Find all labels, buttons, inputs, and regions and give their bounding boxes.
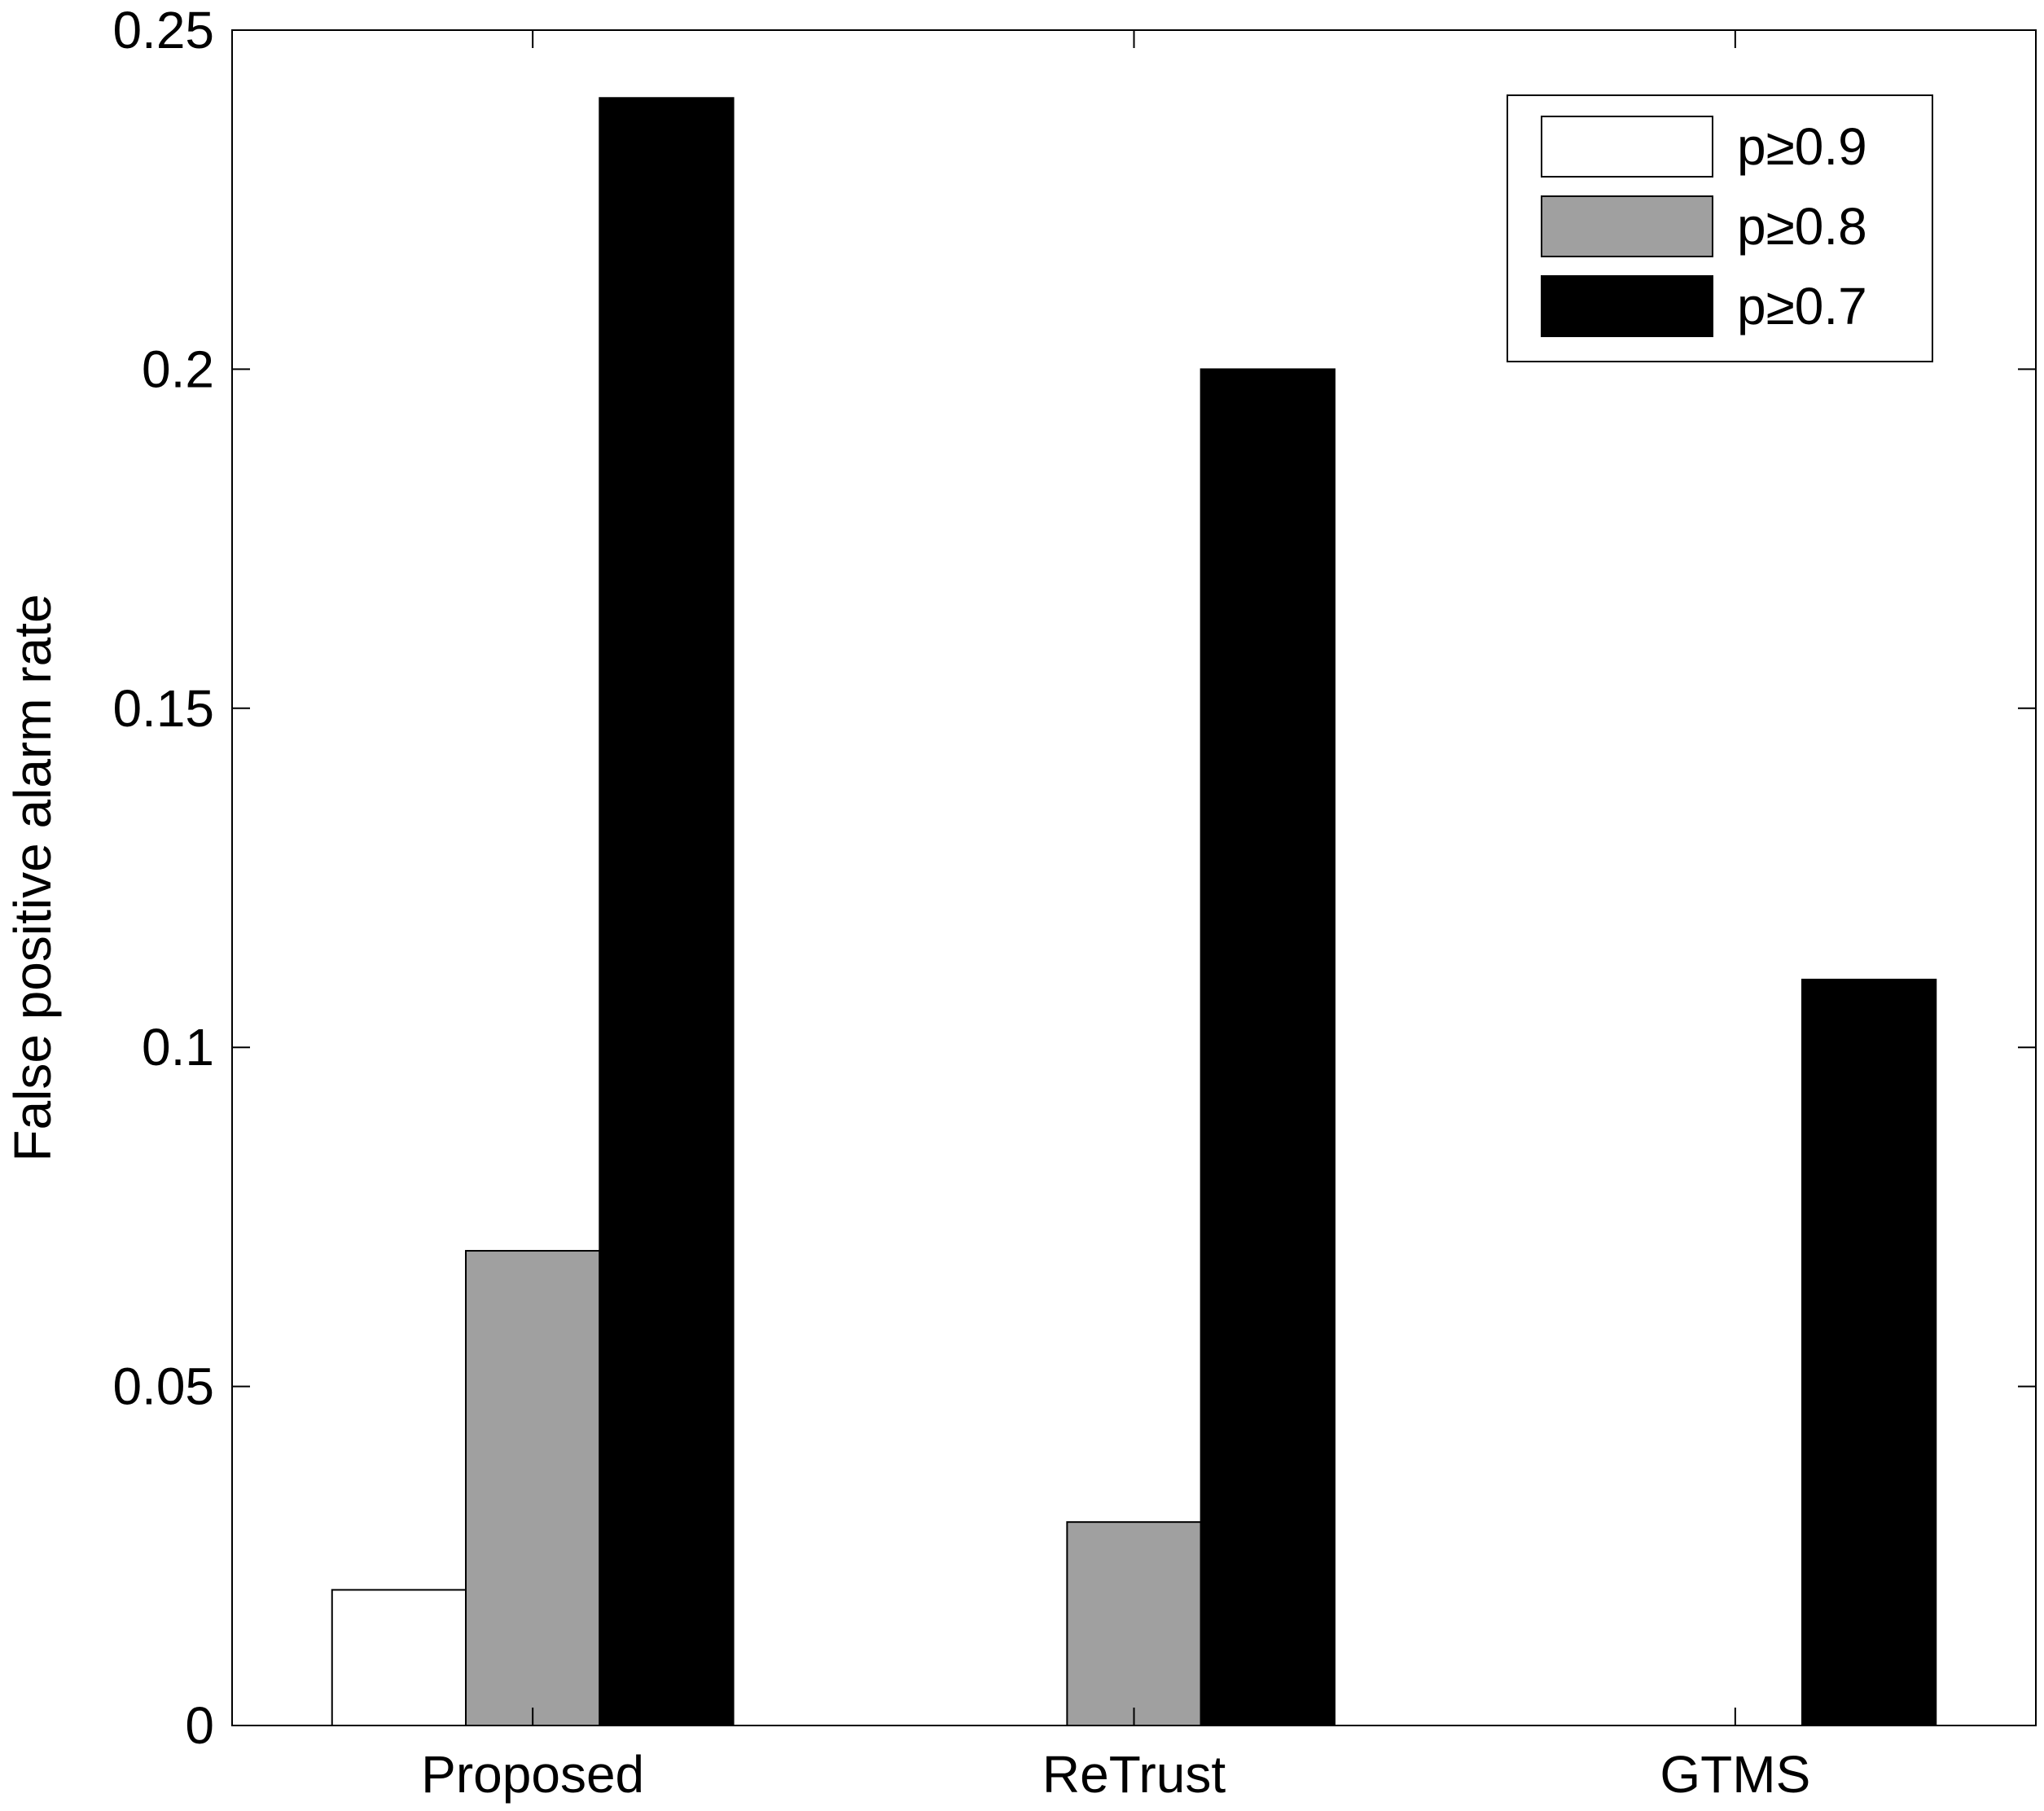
x-ticks-group: Proposed ReTrust GTMS	[421, 30, 1810, 1804]
y-tick-label: 0.05	[112, 1357, 214, 1416]
x-tick-label-proposed: Proposed	[421, 1745, 644, 1804]
x-tick-label-retrust: ReTrust	[1042, 1745, 1226, 1804]
legend: p≥0.9 p≥0.8 p≥0.7	[1507, 94, 1933, 362]
bar-proposed-series-3	[599, 97, 735, 1726]
legend-swatch-1	[1541, 116, 1713, 178]
y-tick-label: 0.1	[142, 1018, 214, 1077]
x-tick-label-gtms: GTMS	[1660, 1745, 1810, 1804]
bar-retrust-series-3	[1200, 368, 1336, 1726]
y-tick-label: 0.15	[112, 679, 214, 738]
y-tick-label: 0	[185, 1696, 214, 1755]
bar-retrust-series-2	[1066, 1521, 1202, 1727]
y-tick-label: 0.25	[112, 1, 214, 59]
bars-group	[331, 97, 1937, 1727]
legend-label-2: p≥0.8	[1737, 197, 1867, 256]
y-ticks-group: 0 0.05 0.1 0.15 0.2 0.25	[112, 1, 2036, 1755]
bar-gtms-series-3	[1801, 978, 1937, 1727]
bar-proposed-series-1	[331, 1589, 467, 1726]
legend-label-3: p≥0.7	[1737, 277, 1867, 335]
bar-proposed-series-2	[465, 1250, 601, 1727]
y-axis-title: False positive alarm rate	[3, 594, 62, 1161]
legend-swatch-2	[1541, 195, 1713, 257]
legend-swatch-3	[1541, 275, 1713, 337]
y-tick-label: 0.2	[142, 340, 214, 398]
legend-label-1: p≥0.9	[1737, 117, 1867, 176]
